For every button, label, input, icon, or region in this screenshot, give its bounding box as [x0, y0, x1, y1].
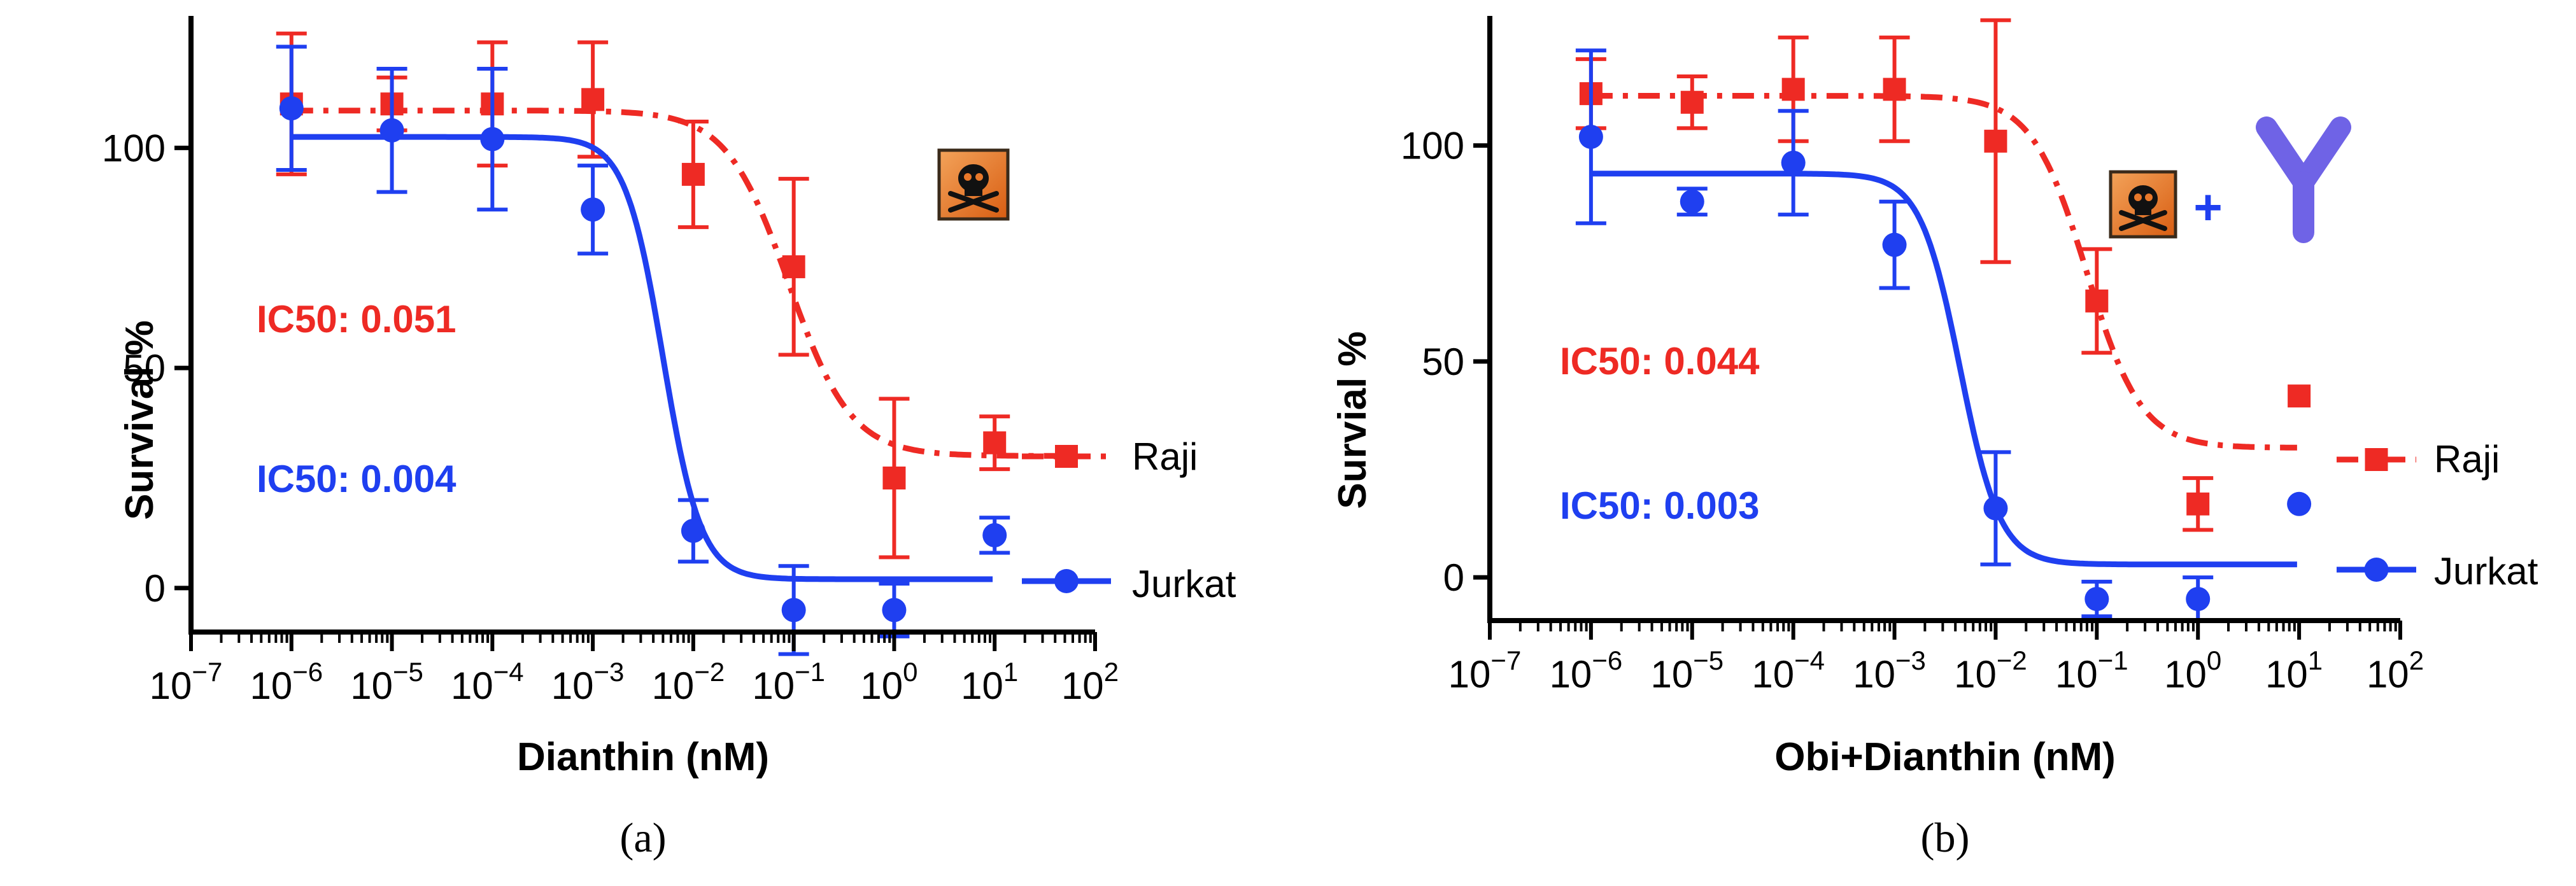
x-tick-label: 10−5 [350, 657, 423, 707]
ic50-label-jurkat: IC50: 0.004 [257, 458, 456, 500]
panel-a: 0 50 100 10−7 10−6 10−5 10−4 10−3 10−2 10−1 100 101… [102, 16, 1236, 861]
data-point-raji [983, 431, 1007, 454]
x-tick-label: 101 [961, 657, 1018, 707]
panel-caption: (b) [1921, 815, 1970, 861]
x-tick-label: 101 [2265, 645, 2323, 696]
data-point-jurkat [982, 523, 1007, 547]
data-point-jurkat [2287, 491, 2312, 516]
data-point-raji [2085, 289, 2109, 313]
legend-marker [2365, 448, 2388, 471]
data-point-jurkat [1882, 232, 1907, 257]
x-tick-label: 10−3 [1853, 645, 1926, 696]
data-point-raji [1680, 90, 1704, 114]
legend-raji-swatch [2337, 448, 2416, 471]
series-jurkat [1575, 48, 2312, 622]
y-tick-label: 100 [102, 127, 166, 169]
data-point-raji [882, 467, 906, 489]
series-jurkat [276, 45, 1010, 656]
x-axis-label: Dianthin (nM) [517, 735, 769, 779]
legend-raji-swatch [1022, 445, 1111, 468]
axes-a: 0 50 100 10−7 10−6 10−5 10−4 10−3 10−2 10−1 100 101… [102, 16, 1119, 707]
legend-jurkat-swatch [1022, 569, 1111, 593]
x-tick-label: 100 [860, 657, 917, 707]
x-tick-label: 10−4 [1752, 645, 1825, 696]
data-point-jurkat [279, 96, 304, 121]
ic50-label-jurkat: IC50: 0.003 [1560, 484, 1760, 527]
series-raji [1575, 18, 2311, 532]
data-point-jurkat [2084, 587, 2109, 612]
x-tick-label: 10−7 [1448, 645, 1522, 696]
y-tick-label: 50 [123, 347, 166, 390]
y-tick-label: 0 [145, 567, 166, 610]
data-point-jurkat [1680, 189, 1704, 214]
x-tick-label: 10−5 [1650, 645, 1723, 696]
legend-marker [1054, 569, 1079, 593]
data-point-raji [1984, 129, 2007, 153]
data-point-raji [2186, 492, 2210, 516]
data-point-raji [681, 162, 705, 186]
y-tick-label: 50 [1422, 341, 1464, 383]
skull-toxin-icon [937, 148, 1010, 221]
x-tick-label: 10−2 [652, 657, 725, 707]
fit-curve-jurkat [1590, 171, 2297, 568]
data-point-raji [2288, 384, 2311, 408]
legend-marker [2364, 558, 2389, 582]
plot-marks-a [276, 31, 1055, 656]
x-tick-label: 100 [2164, 645, 2221, 696]
legend-raji-label: Raji [2434, 438, 2500, 481]
panel-caption: (a) [619, 815, 666, 861]
data-point-jurkat [581, 197, 605, 222]
x-tick-label: 10−1 [2055, 645, 2128, 696]
axes-b: 0 50 100 10−7 10−6 10−5 10−4 10−3 10−2 10−1 100 101… [1401, 16, 2424, 696]
x-tick-label: 10−4 [451, 657, 524, 707]
legend-raji-label: Raji [1132, 435, 1198, 478]
legend-marker [1055, 445, 1078, 468]
data-point-jurkat [681, 518, 705, 543]
ic50-label-raji: IC50: 0.051 [257, 298, 456, 341]
data-point-jurkat [1578, 125, 1603, 149]
antibody-icon [2256, 116, 2351, 243]
ic50-label-raji: IC50: 0.044 [1560, 340, 1760, 383]
legend: Raji Jurkat [1022, 435, 1236, 605]
x-tick-label: 10−7 [150, 657, 223, 707]
data-point-jurkat [781, 598, 806, 622]
x-tick-label: 10−6 [250, 657, 323, 707]
data-point-raji [581, 88, 605, 111]
plus-sign: + [2193, 179, 2223, 235]
y-tick-label: 100 [1401, 125, 1464, 167]
x-tick-label: 10−6 [1550, 645, 1623, 696]
x-tick-label: 102 [2367, 645, 2424, 696]
plot-marks-b [1575, 18, 2312, 622]
data-point-jurkat [379, 118, 404, 143]
data-point-jurkat [1983, 496, 2008, 521]
x-tick-label: 102 [1061, 657, 1119, 707]
data-point-raji [1883, 78, 1906, 101]
panel-b: 0 50 100 10−7 10−6 10−5 10−4 10−3 10−2 10−1 100 101… [1331, 16, 2538, 861]
data-point-jurkat [882, 598, 907, 622]
legend-jurkat-label: Jurkat [1132, 563, 1236, 605]
x-tick-label: 10−1 [752, 657, 825, 707]
data-point-jurkat [1781, 150, 1806, 175]
data-point-jurkat [2186, 587, 2211, 612]
legend-jurkat-swatch [2337, 558, 2416, 582]
x-tick-label: 10−3 [551, 657, 625, 707]
y-tick-label: 0 [1443, 556, 1464, 599]
y-axis-label: Survival % [118, 320, 162, 520]
data-point-raji [1781, 78, 1805, 101]
y-axis-label: Survial % [1331, 331, 1375, 509]
data-point-jurkat [480, 127, 505, 151]
x-tick-label: 10−2 [1954, 645, 2027, 696]
fit-curve-raji [1590, 93, 2297, 451]
data-point-raji [782, 255, 805, 279]
fit-curve-jurkat [291, 134, 993, 582]
x-axis-label: Obi+Dianthin (nM) [1774, 735, 2116, 779]
legend-jurkat-label: Jurkat [2434, 550, 2538, 593]
fit-curve-raji [291, 108, 1055, 459]
legend: Raji Jurkat [2337, 438, 2538, 593]
skull-toxin-icon [2109, 170, 2177, 239]
